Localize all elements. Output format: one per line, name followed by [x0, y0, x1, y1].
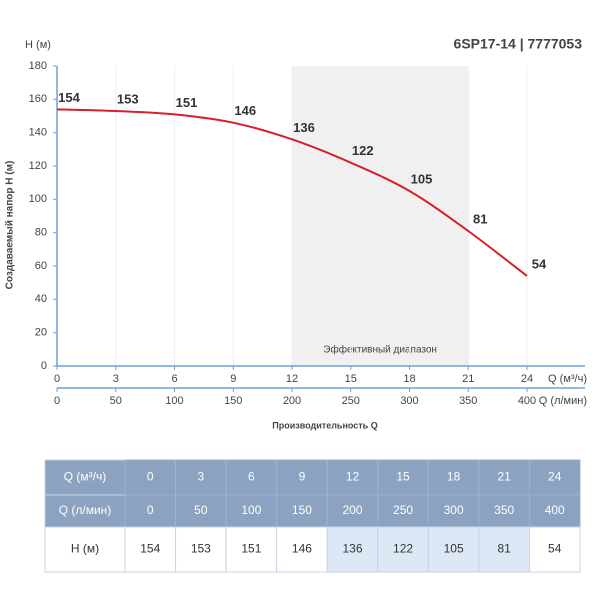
x-tick-label: 6: [171, 373, 177, 385]
table-cell-text: 0: [147, 470, 154, 484]
line: [56, 108, 528, 277]
table-cell-text: 18: [447, 470, 461, 484]
x-tick-label: 21: [462, 373, 474, 385]
data-label: 151: [176, 95, 198, 110]
table-row-header: H (м): [71, 542, 99, 556]
data-label: 122: [352, 143, 374, 158]
table-cell-text: 154: [140, 542, 160, 556]
y-tick-label: 0: [41, 360, 47, 372]
table-cell-text: 15: [396, 470, 410, 484]
chart-title: 6SP17-14 | 7777053: [454, 36, 583, 52]
y-tick-label: 40: [35, 293, 47, 305]
table-cell: [225, 494, 278, 528]
data-label: 154: [58, 90, 80, 105]
x-tick-label: 15: [345, 373, 357, 385]
data-label: 105: [411, 171, 433, 186]
table-cell: [225, 526, 278, 573]
table-cell: [377, 494, 429, 528]
y-tick-label: 80: [35, 227, 47, 239]
table-cell-text: 146: [292, 542, 312, 556]
effective-range-label: Эффективный диапазон: [323, 344, 437, 356]
table-cell: [124, 459, 177, 496]
x-tick-label: 12: [286, 373, 298, 385]
y-tick-label: 140: [29, 127, 47, 139]
table-cell: [276, 494, 328, 528]
table-cell-text: 136: [342, 542, 362, 556]
table-cell-text: 300: [444, 503, 464, 517]
y-tick-label: 20: [35, 327, 47, 339]
table-cell-text: 12: [346, 470, 360, 484]
table-cell-text: 3: [197, 470, 204, 484]
table-cell-text: 0: [147, 503, 154, 517]
x2-unit-label: Q (л/мин): [539, 395, 587, 407]
data-label: 136: [293, 120, 315, 135]
table-cell-text: 81: [497, 542, 511, 556]
table-cell-text: 9: [299, 470, 306, 484]
table-cell: [427, 494, 480, 528]
table-cell: [326, 459, 379, 496]
table-cell-text: 200: [342, 503, 362, 517]
table-cell-text: 350: [494, 503, 514, 517]
y-tick-label: 60: [35, 260, 47, 272]
x-tick-label: 24: [521, 373, 533, 385]
table-cell: [175, 459, 227, 496]
x-tick-label: 9: [230, 373, 236, 385]
table-cell-text: 21: [497, 470, 511, 484]
x2-tick-label: 50: [110, 395, 122, 407]
data-label: 54: [532, 256, 547, 271]
x-axis-title: Производительность Q: [272, 420, 377, 430]
table-cell: [175, 494, 227, 528]
table-cell: [427, 459, 480, 496]
y-tick-label: 100: [29, 193, 47, 205]
x-tick-label: 18: [403, 373, 415, 385]
data-label: 153: [117, 91, 139, 106]
table-cell-text: 122: [393, 542, 413, 556]
table-cell-text: 24: [548, 470, 562, 484]
y-tick-label: 160: [29, 93, 47, 105]
data-label: 146: [234, 103, 256, 118]
x-tick-label: 0: [54, 373, 60, 385]
table-cell: [276, 459, 328, 496]
table-cell-text: 150: [292, 503, 312, 517]
table-row-header: Q (л/мин): [59, 503, 112, 517]
table-cell: [377, 526, 429, 573]
table-cell: [124, 494, 177, 528]
x2-tick-label: 0: [54, 395, 60, 407]
x-tick-label: 3: [113, 373, 119, 385]
table-cell-text: 6: [248, 470, 255, 484]
table-row-header: Q (м³/ч): [64, 470, 107, 484]
x2-tick-label: 350: [459, 395, 477, 407]
effective-range: [292, 66, 469, 366]
x-unit-label: Q (м³/ч): [548, 373, 587, 385]
table-cell: [124, 526, 177, 573]
x2-tick-label: 150: [224, 395, 242, 407]
table-cell: [478, 526, 530, 573]
x2-tick-label: 300: [400, 395, 418, 407]
table-cell-text: 50: [194, 503, 208, 517]
x2-tick-label: 400: [518, 395, 536, 407]
table-cell: [528, 526, 581, 573]
y-tick-label: 180: [29, 60, 47, 72]
x2-tick-label: 250: [342, 395, 360, 407]
x2-tick-label: 200: [283, 395, 301, 407]
x2-tick-label: 100: [165, 395, 183, 407]
table-cell-text: 153: [191, 542, 211, 556]
table-cell: [326, 526, 379, 573]
y-tick-label: 120: [29, 160, 47, 172]
table-cell-text: 400: [545, 503, 565, 517]
table-cell-text: 151: [241, 542, 261, 556]
y-axis-title: Создаваемый напор H (м): [5, 161, 16, 290]
table-cell-text: 54: [548, 542, 562, 556]
y-unit-label: H (м): [25, 39, 51, 51]
table-cell-text: 105: [444, 542, 464, 556]
table-cell: [528, 494, 581, 528]
data-label: 81: [473, 211, 487, 226]
table-cell-text: 250: [393, 503, 413, 517]
table-cell: [175, 526, 227, 573]
table-cell-text: 100: [241, 503, 261, 517]
